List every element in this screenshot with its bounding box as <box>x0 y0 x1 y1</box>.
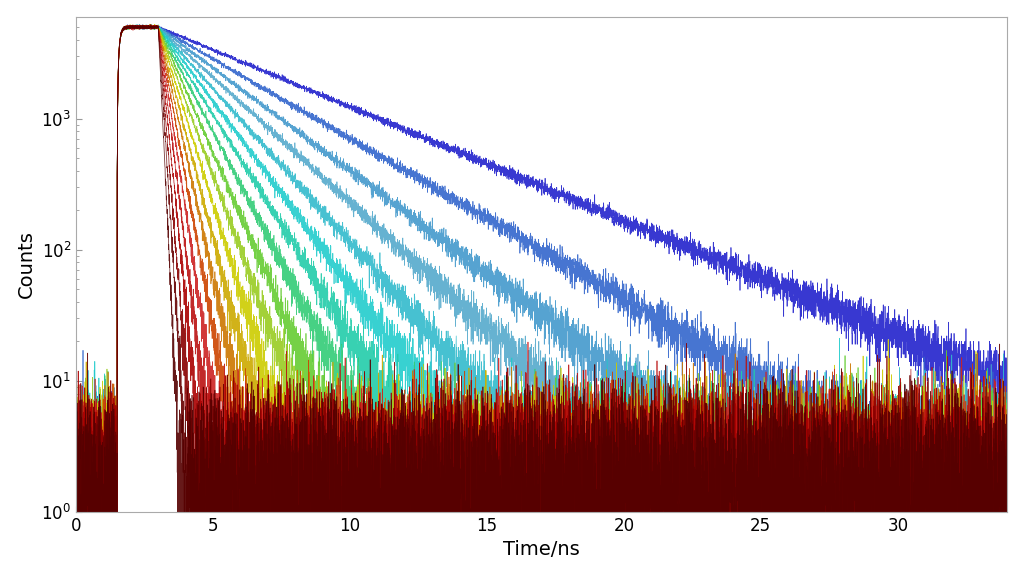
X-axis label: Time/ns: Time/ns <box>504 540 580 559</box>
Y-axis label: Counts: Counts <box>16 230 36 298</box>
